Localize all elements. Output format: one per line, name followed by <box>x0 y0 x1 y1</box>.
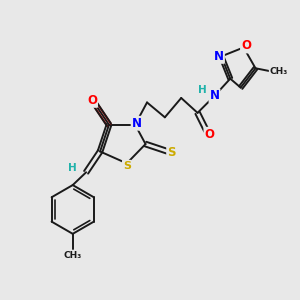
Text: O: O <box>87 94 97 107</box>
Text: N: N <box>214 50 224 63</box>
Text: CH₃: CH₃ <box>270 67 288 76</box>
Text: H: H <box>68 163 77 173</box>
Text: S: S <box>167 146 176 160</box>
Text: CH₃: CH₃ <box>64 251 82 260</box>
Text: N: N <box>132 117 142 130</box>
Text: S: S <box>123 161 131 171</box>
Text: O: O <box>241 40 251 52</box>
Text: N: N <box>209 89 220 102</box>
Text: O: O <box>204 128 214 141</box>
Text: H: H <box>198 85 207 95</box>
